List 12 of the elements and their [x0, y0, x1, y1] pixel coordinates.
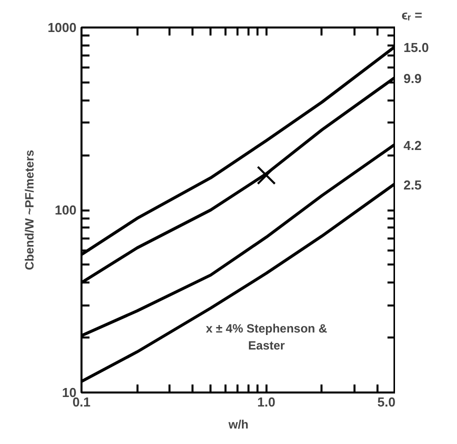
series-label: 2.5	[404, 177, 422, 192]
x-tick-label: 5.0	[377, 394, 396, 410]
legend-label: 15.0	[404, 40, 429, 56]
legend-label: 9.9	[404, 71, 422, 86]
annotation: x ± 4% Stephenson & Easter	[206, 322, 328, 352]
legend-label: 4.2	[404, 138, 422, 153]
y-axis-title: Cbend/W ~PF/meters	[22, 149, 37, 270]
y-tick-label: 100	[54, 202, 77, 218]
legend-title: ϵᵣ =	[402, 8, 423, 22]
y-tick-label: 1000	[48, 20, 76, 35]
x-tick-label: 1.0	[257, 394, 276, 410]
x-axis-title: w/h	[228, 418, 248, 432]
